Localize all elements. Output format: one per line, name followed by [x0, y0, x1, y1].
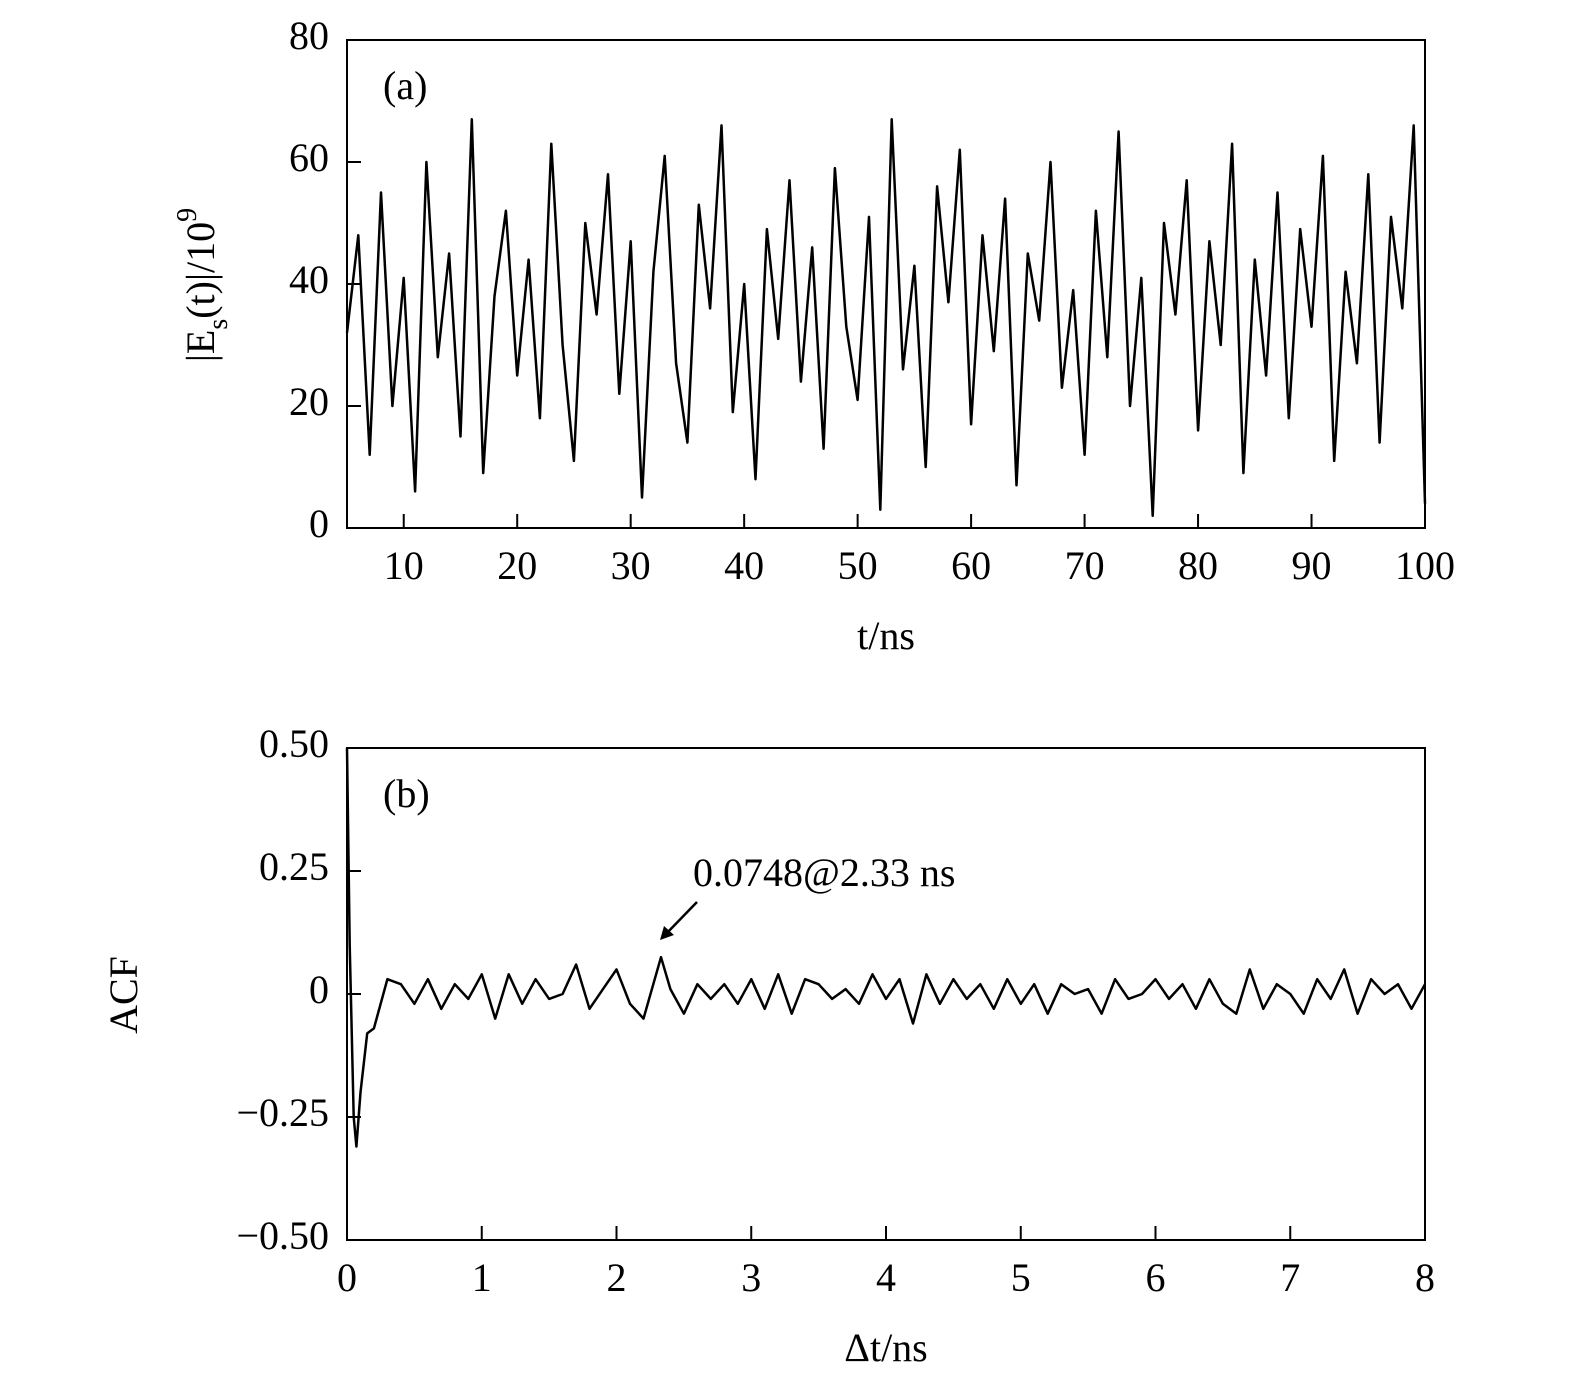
y-tick-label: 0.50	[259, 721, 329, 766]
x-tick-label: 60	[951, 543, 991, 588]
plot-frame	[346, 747, 1426, 1241]
y-axis-label-part: 9	[172, 208, 203, 222]
x-tick-label: 3	[741, 1255, 761, 1300]
annotation-arrowhead	[660, 926, 674, 940]
y-tick-label: 80	[289, 13, 329, 58]
x-tick-label: 90	[1292, 543, 1332, 588]
x-tick-label: 0	[337, 1255, 357, 1300]
x-axis-label: Δt/ns	[844, 1325, 928, 1370]
y-tick-label: −0.25	[236, 1090, 329, 1135]
y-tick-label: 0.25	[259, 844, 329, 889]
annotation-arrow	[663, 901, 698, 937]
y-tick-label: 20	[289, 379, 329, 424]
x-tick-label: 4	[876, 1255, 896, 1300]
x-tick-label: 7	[1280, 1255, 1300, 1300]
x-tick-label: 70	[1065, 543, 1105, 588]
y-tick-label: 0	[309, 501, 329, 546]
y-axis-label-part: ACF	[101, 956, 146, 1034]
x-tick-label: 6	[1146, 1255, 1166, 1300]
data-line	[345, 747, 1427, 1148]
annotation: 0.0748@2.33 ns	[693, 850, 955, 895]
x-tick-label: 2	[607, 1255, 627, 1300]
x-tick-label: 20	[497, 543, 537, 588]
x-tick-label: 40	[724, 543, 764, 588]
panel-label: (b)	[383, 771, 430, 816]
y-tick-label: 0	[309, 967, 329, 1012]
x-tick-label: 100	[1395, 543, 1455, 588]
y-axis-label: |Es(t)|/109	[172, 208, 234, 362]
x-axis-label: t/ns	[857, 613, 915, 658]
y-axis-label-part: (t)|/10	[178, 222, 223, 319]
x-tick-label: 5	[1011, 1255, 1031, 1300]
panel-label: (a)	[383, 63, 427, 108]
y-axis-label-part: |E	[178, 330, 223, 362]
y-axis-label-part: s	[203, 319, 234, 330]
y-tick-label: 40	[289, 257, 329, 302]
y-tick-label: −0.50	[236, 1213, 329, 1258]
y-axis-label: ACF	[101, 956, 146, 1034]
x-tick-label: 8	[1415, 1255, 1435, 1300]
data-line	[345, 118, 1427, 518]
y-tick-label: 60	[289, 135, 329, 180]
x-tick-label: 30	[611, 543, 651, 588]
x-tick-label: 80	[1178, 543, 1218, 588]
x-tick-label: 50	[838, 543, 878, 588]
x-tick-label: 10	[384, 543, 424, 588]
x-tick-label: 1	[472, 1255, 492, 1300]
